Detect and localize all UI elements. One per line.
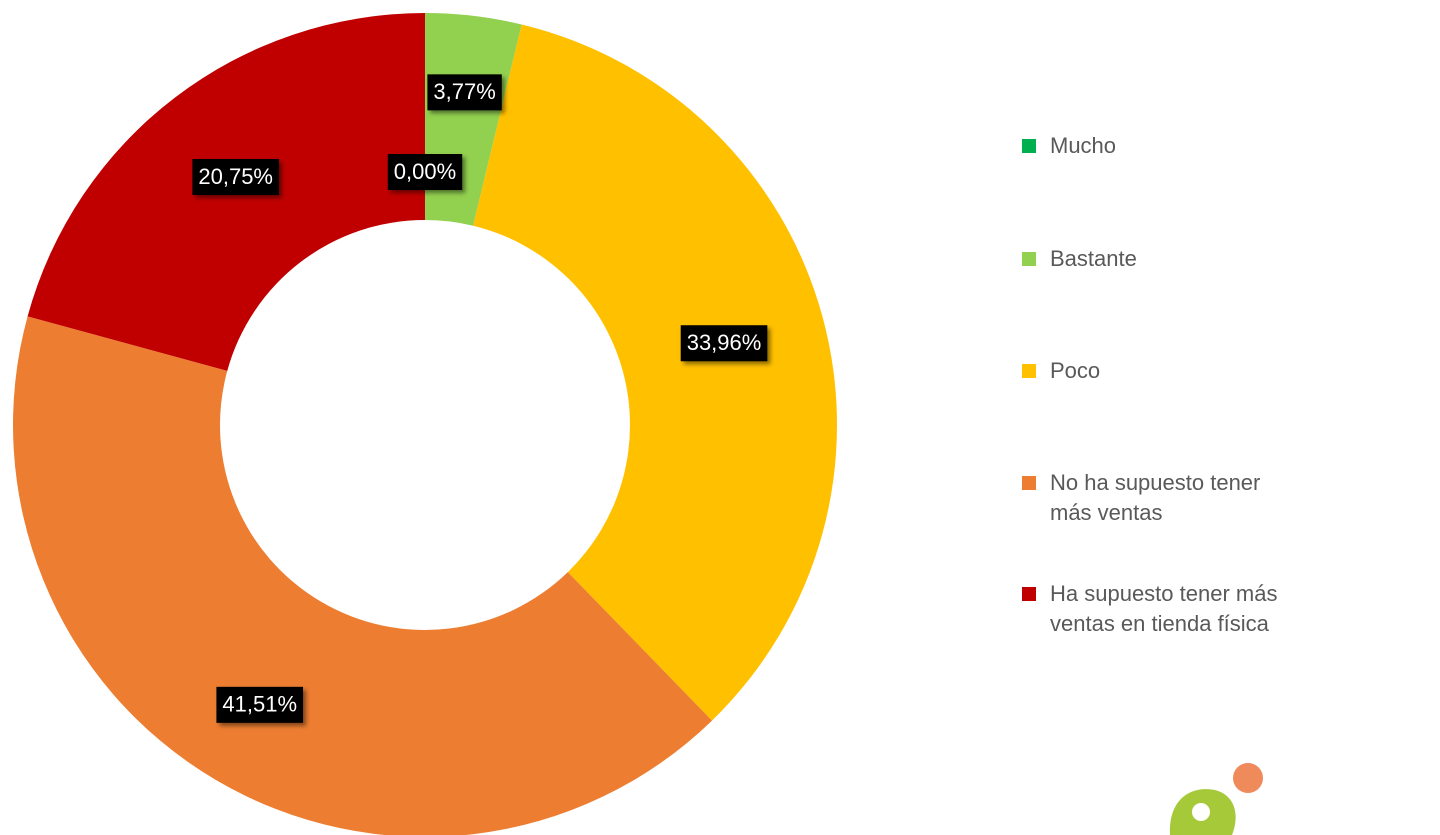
legend-swatch (1022, 364, 1036, 378)
slice (13, 316, 713, 835)
legend-swatch (1022, 252, 1036, 266)
legend-item: Ha supuesto tener más ventas en tienda f… (1022, 579, 1322, 639)
label-text: 3,77% (433, 79, 495, 104)
label-box (387, 154, 463, 190)
legend-item: Bastante (1022, 244, 1322, 274)
legend-swatch (1022, 476, 1036, 490)
label-box (680, 325, 768, 362)
legend-item: Poco (1022, 356, 1322, 386)
legend-item: No ha supuesto tener más ventas (1022, 468, 1322, 528)
data-label: 41,51% (216, 686, 304, 723)
label-box (216, 686, 304, 723)
data-label: 20,75% (192, 158, 280, 195)
donut (13, 13, 838, 835)
legend-item: Mucho (1022, 131, 1322, 161)
legend-swatch (1022, 139, 1036, 153)
label-box (192, 158, 280, 195)
label-text: 41,51% (222, 692, 297, 717)
legend-label: Mucho (1050, 133, 1117, 158)
legend-label: No ha supuesto tener más ventas (1050, 470, 1261, 525)
data-label: 0,00% (387, 154, 463, 190)
data-labels: 0,00% 3,77% 33,96% 41,51% 20,75% (192, 74, 768, 723)
data-label: 3,77% (427, 74, 502, 111)
label-text: 33,96% (687, 330, 762, 355)
legend-label: Bastante (1050, 246, 1137, 271)
slice (473, 24, 838, 721)
legend-label: Ha supuesto tener más ventas en tienda f… (1050, 581, 1278, 636)
label-text: 20,75% (198, 164, 273, 189)
logo (1169, 763, 1263, 835)
legend-label: Poco (1050, 358, 1101, 383)
data-label: 33,96% (680, 325, 768, 362)
label-text: 0,00% (394, 159, 456, 184)
label-box (427, 74, 502, 111)
legend-swatch (1022, 587, 1036, 601)
